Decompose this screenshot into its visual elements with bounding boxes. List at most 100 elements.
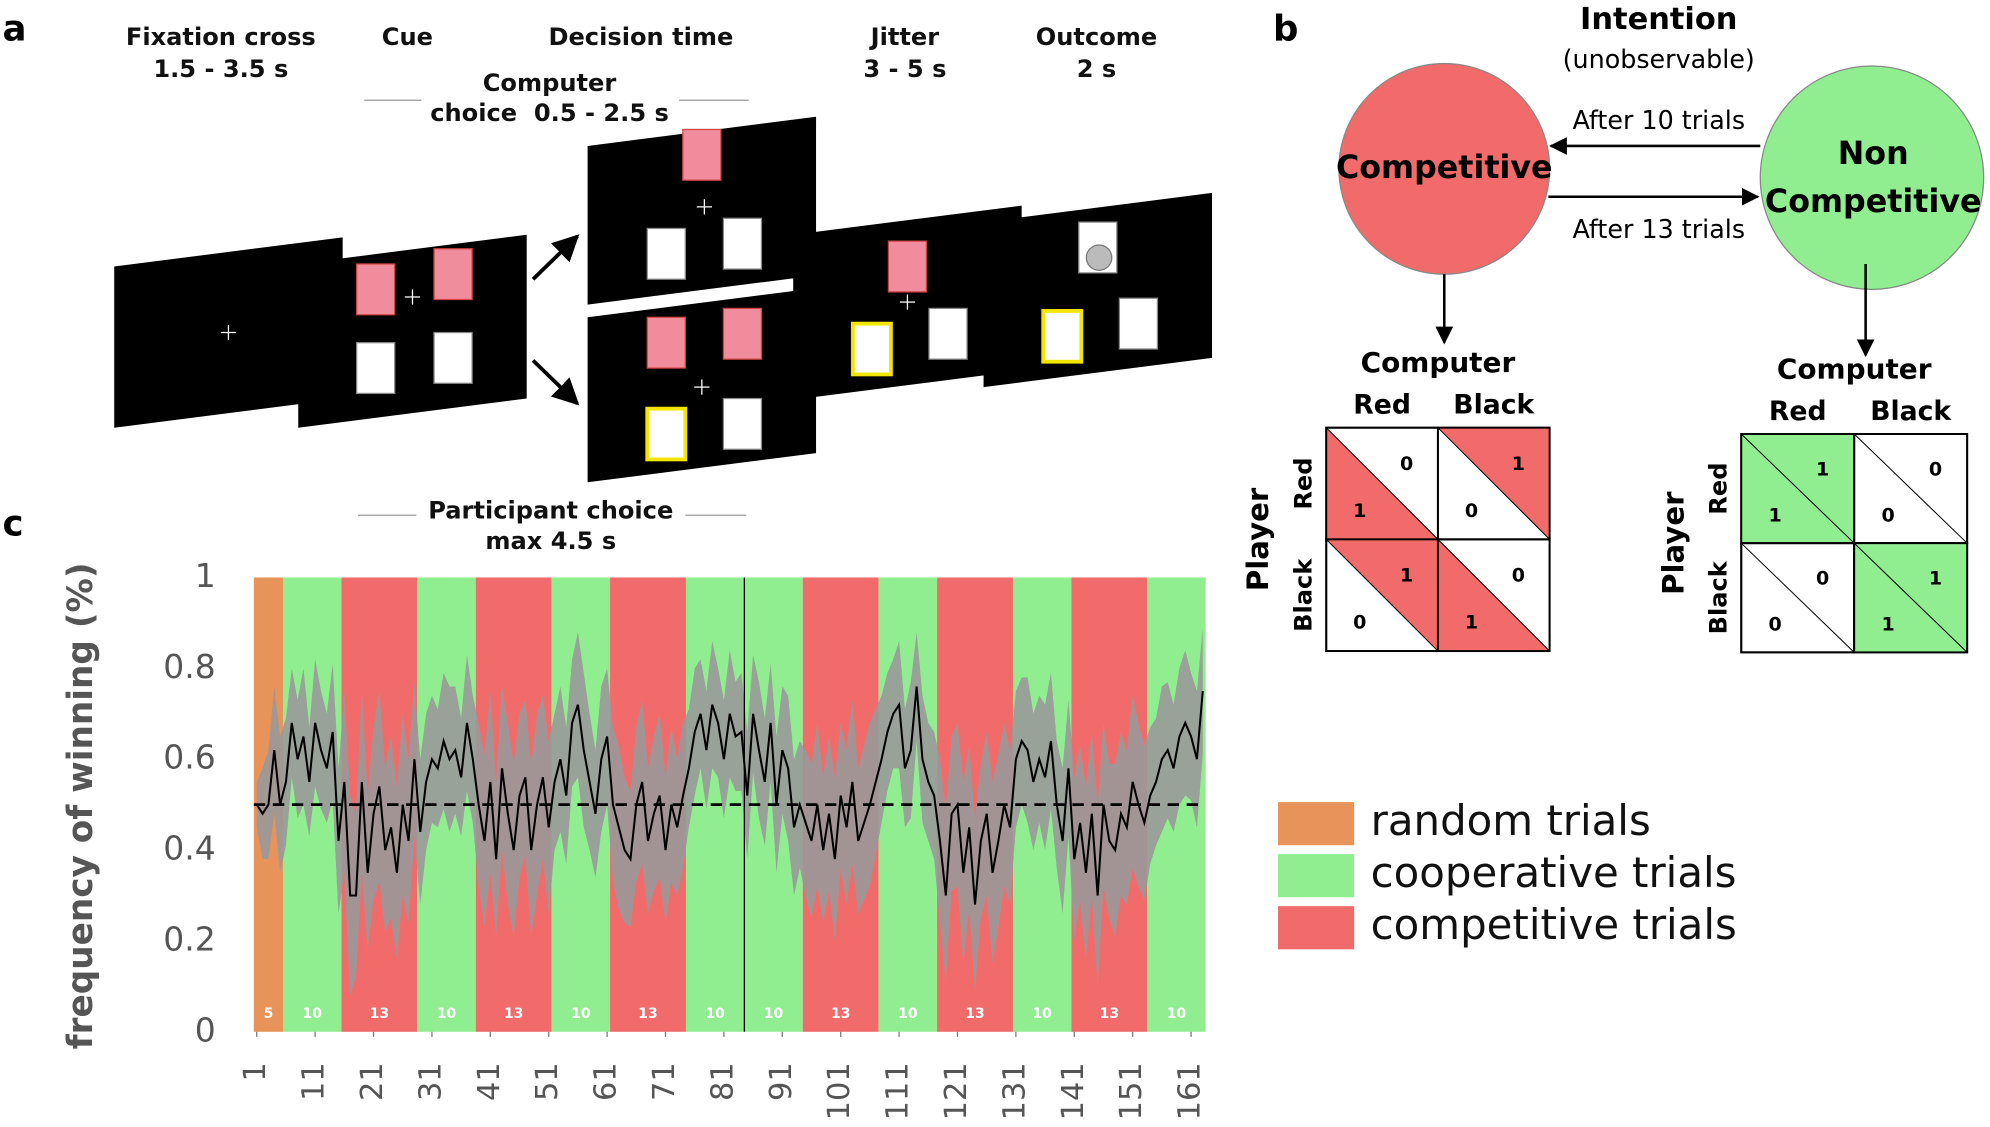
- panel-a: a Fixation cross 1.5 - 3.5 s Cue Decisio…: [3, 8, 1213, 555]
- y-tick-label: 0.4: [163, 829, 215, 868]
- panel-label: c: [3, 503, 24, 544]
- x-tick-label: 31: [413, 1062, 448, 1101]
- block-count: 10: [764, 1006, 784, 1022]
- card-face: [433, 331, 473, 384]
- card-face: [928, 307, 968, 360]
- x-tick-label: 81: [705, 1062, 740, 1101]
- column-title: Computer: [1777, 353, 1932, 386]
- participant-choice: Participant choice: [428, 496, 673, 524]
- card-face: [722, 217, 763, 270]
- block-count: 10: [437, 1006, 457, 1022]
- screen: [298, 234, 527, 428]
- state-label: Competitive: [1336, 150, 1553, 186]
- card-back: [887, 240, 928, 293]
- cell-diagonal: [1325, 539, 1439, 652]
- block-count: 13: [1100, 1006, 1119, 1022]
- block-count: 13: [504, 1006, 523, 1022]
- computer-choice: choice 0.5 - 2.5 s: [430, 99, 669, 127]
- cell-border: [1436, 538, 1551, 653]
- payoff: 0: [1353, 612, 1366, 634]
- row-title: Player: [1656, 491, 1690, 595]
- block-count: 13: [638, 1006, 657, 1022]
- cell-diagonal: [1740, 433, 1855, 544]
- legend-swatch: [1278, 906, 1355, 950]
- x-tick-label: 11: [297, 1062, 332, 1101]
- coin: [1085, 244, 1113, 271]
- row-label: Black: [1290, 558, 1318, 632]
- state-label: Non: [1838, 136, 1909, 172]
- block-count: 10: [571, 1006, 591, 1022]
- x-tick-label: 121: [939, 1062, 974, 1120]
- participant-choice: max 4.5 s: [485, 527, 616, 555]
- block-count: 10: [898, 1006, 918, 1022]
- x-tick-label: 21: [355, 1062, 390, 1101]
- line: [255, 686, 1204, 905]
- cell-diagonal: [1437, 427, 1550, 540]
- panel-label: a: [3, 8, 27, 49]
- x-tick-label: 71: [647, 1062, 682, 1101]
- panel-b: b Intention (unobservable) Competitive N…: [1241, 2, 1985, 654]
- payoff: 1: [1512, 453, 1525, 475]
- payoff: 1: [1881, 614, 1894, 636]
- card-face: [645, 406, 688, 462]
- column-label: Black: [1453, 390, 1535, 421]
- payoff: 1: [1816, 459, 1829, 481]
- y-axis-label: frequency of winning (%): [61, 563, 101, 1050]
- card-face: [722, 397, 763, 450]
- state-label: Competitive: [1765, 184, 1982, 220]
- x-tick-label: 151: [1114, 1062, 1149, 1120]
- block-count: 13: [965, 1006, 984, 1022]
- payoff: 1: [1400, 565, 1413, 587]
- phase-name: Jitter: [869, 23, 940, 51]
- payoff: 1: [1353, 500, 1366, 522]
- phase-name: Decision time: [548, 23, 733, 51]
- row-label: Red: [1290, 457, 1318, 509]
- x-tick-label: 91: [764, 1062, 799, 1101]
- cell-diagonal: [1853, 542, 1968, 653]
- phase-name: Cue: [382, 23, 433, 51]
- x-tick-label: 161: [1173, 1062, 1208, 1120]
- phase-name: Outcome: [1036, 23, 1158, 51]
- block-count: 13: [370, 1006, 389, 1022]
- legend-label: random trials: [1371, 796, 1651, 845]
- x-tick-label: 111: [881, 1062, 916, 1120]
- legend-swatch: [1278, 854, 1355, 898]
- x-tick-label: 61: [589, 1062, 624, 1101]
- column-label: Red: [1769, 396, 1827, 427]
- card-back: [433, 248, 473, 301]
- card-face: [646, 227, 686, 280]
- screens: [114, 116, 1213, 483]
- payoff: 0: [1769, 614, 1782, 636]
- payoff: 0: [1512, 565, 1525, 587]
- cell-diagonal: [1325, 427, 1439, 540]
- y-tick-label: 0.2: [163, 919, 215, 958]
- payoff: 0: [1929, 459, 1942, 481]
- payoff: 0: [1465, 500, 1478, 522]
- cell-border: [1853, 542, 1969, 654]
- row-title: Player: [1241, 487, 1275, 591]
- card-face: [355, 342, 396, 395]
- cell-diagonal: [1853, 433, 1968, 544]
- block-count: 10: [705, 1006, 725, 1022]
- computer-choice: Computer: [483, 69, 617, 97]
- x-tick-label: 41: [472, 1062, 507, 1101]
- payoff: 1: [1769, 504, 1782, 526]
- y-tick-label: 0: [195, 1010, 216, 1049]
- x-tick-label: 131: [997, 1062, 1032, 1120]
- panel-c: c frequency of winning (%) 5 10 13 10 13 10 13…: [3, 503, 1737, 1120]
- state-circle: [1759, 65, 1985, 291]
- phase-name: Fixation cross: [126, 23, 316, 51]
- legend-label: cooperative trials: [1371, 848, 1737, 897]
- legend-swatch: [1278, 802, 1355, 846]
- x-tick-label: 101: [822, 1062, 857, 1120]
- row-label: Red: [1705, 463, 1733, 515]
- payoff: 1: [1465, 612, 1478, 634]
- card-face: [1118, 297, 1159, 350]
- card-face: [1041, 309, 1084, 364]
- payoff: 0: [1400, 453, 1413, 475]
- legend-label: competitive trials: [1371, 900, 1737, 949]
- block-count: 10: [1167, 1006, 1187, 1022]
- block-count: 10: [303, 1006, 323, 1022]
- row-label: Black: [1705, 560, 1733, 634]
